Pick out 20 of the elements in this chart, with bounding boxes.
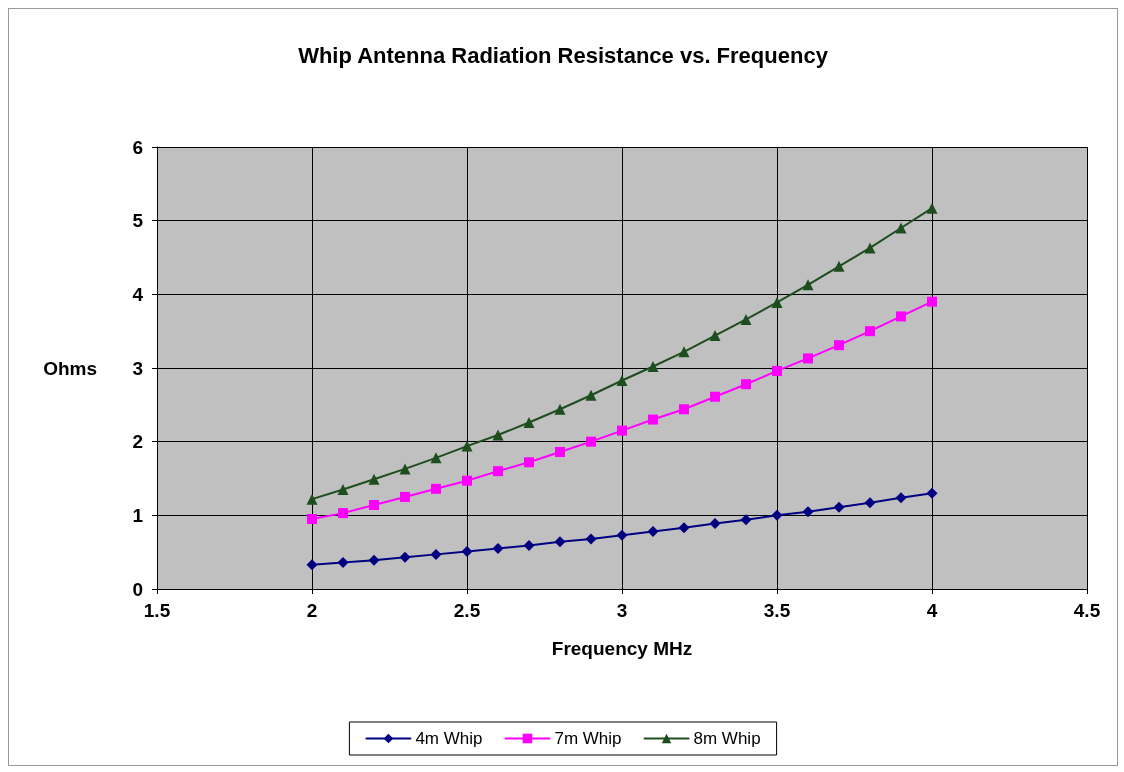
legend-label: 8m Whip [693,729,761,748]
x-tick-label: 2.5 [453,600,481,621]
legend-label: 4m Whip [415,729,483,748]
y-tick-label: 1 [132,504,144,526]
y-tick-label: 0 [132,578,143,600]
x-axis-title: Frequency MHz [551,638,693,659]
y-axis-title: Ohms [43,357,97,379]
x-tick-label: 1.5 [143,600,171,621]
x-tick-label: 3 [616,600,628,621]
y-tick-label: 5 [132,210,144,232]
y-tick-label: 3 [132,357,143,379]
x-tick-label: 4 [926,600,938,621]
y-tick-label: 4 [132,283,144,305]
y-tick-label: 6 [132,136,143,158]
legend-label: 7m Whip [554,729,622,748]
x-tick-label: 3.5 [763,600,791,621]
y-tick-label: 2 [132,431,143,453]
chart-title: Whip Antenna Radiation Resistance vs. Frequency [298,42,829,68]
x-tick-label: 4.5 [1073,600,1101,621]
x-tick-label: 2 [306,600,318,621]
